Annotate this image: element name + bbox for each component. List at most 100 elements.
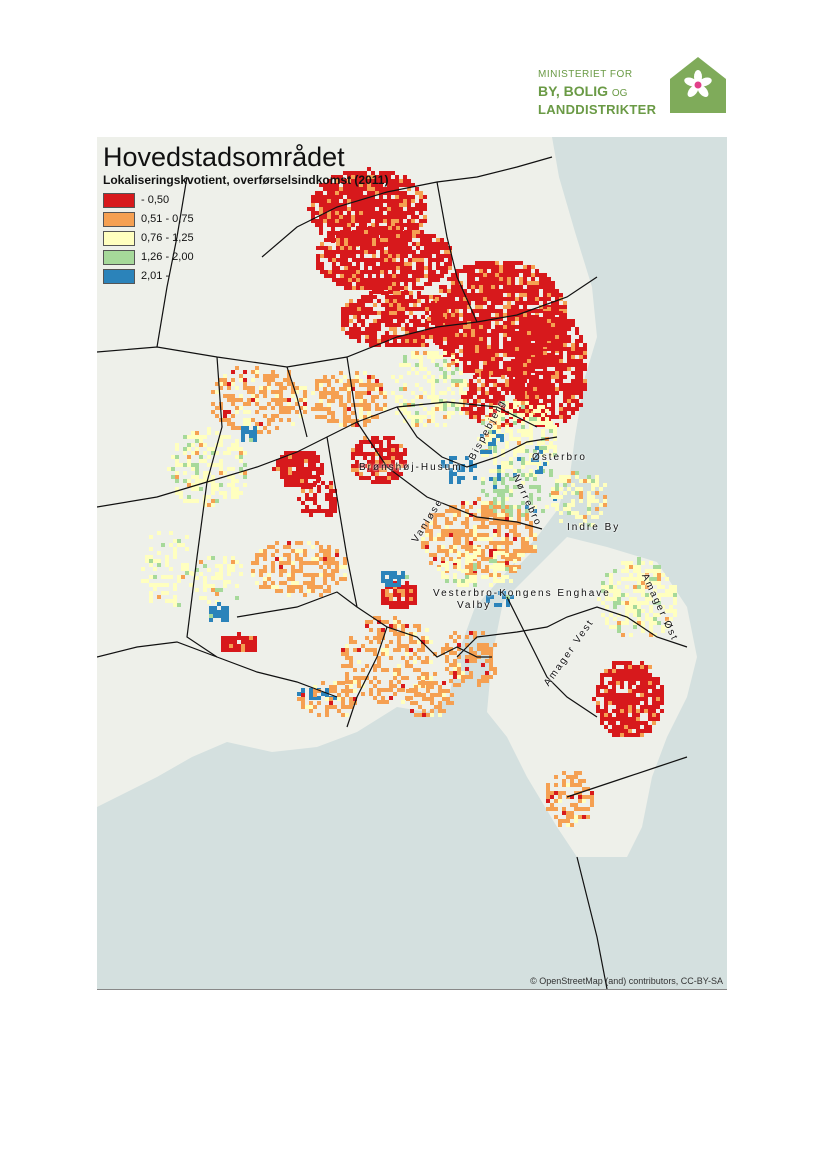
map-cell: [652, 705, 656, 709]
map-cell: [429, 660, 433, 664]
map-cell: [453, 533, 457, 537]
map-cell: [332, 254, 336, 258]
map-cell: [175, 459, 179, 463]
map-cell: [389, 575, 393, 579]
map-cell: [629, 605, 633, 609]
map-cell: [343, 171, 347, 175]
map-cell: [453, 505, 457, 509]
map-cell: [495, 281, 499, 285]
map-cell: [397, 343, 401, 347]
map-cell: [498, 591, 502, 595]
map-cell: [243, 451, 247, 455]
map-cell: [509, 489, 513, 493]
map-cell: [436, 274, 440, 278]
map-cell: [535, 446, 539, 450]
map-cell: [436, 250, 440, 254]
map-cell: [613, 569, 617, 573]
map-cell: [375, 199, 379, 203]
map-cell: [441, 464, 445, 468]
map-cell: [215, 463, 219, 467]
map-cell: [219, 564, 223, 568]
map-cell: [625, 577, 629, 581]
map-cell: [521, 433, 525, 437]
map-cell: [579, 379, 583, 383]
map-cell: [404, 234, 408, 238]
map-cell: [377, 323, 381, 327]
map-cell: [329, 501, 333, 505]
map-cell: [353, 327, 357, 331]
map-cell: [465, 579, 469, 583]
map-cell: [652, 713, 656, 717]
map-cell: [391, 223, 395, 227]
map-cell: [575, 491, 579, 495]
map-cell: [351, 456, 355, 460]
map-cell: [304, 459, 308, 463]
map-cell: [361, 692, 365, 696]
map-cell: [361, 307, 365, 311]
map-cell: [616, 709, 620, 713]
map-cell: [616, 697, 620, 701]
map-cell: [223, 378, 227, 382]
map-cell: [339, 207, 343, 211]
map-cell: [271, 561, 275, 565]
map-cell: [315, 211, 319, 215]
map-cell: [511, 269, 515, 273]
map-cell: [624, 713, 628, 717]
map-cell: [371, 227, 375, 231]
map-cell: [331, 203, 335, 207]
map-cell: [481, 375, 485, 379]
map-cell: [425, 541, 429, 545]
map-cell: [571, 395, 575, 399]
map-cell: [336, 266, 340, 270]
map-cell: [215, 382, 219, 386]
map-cell: [493, 433, 497, 437]
map-cell: [487, 361, 491, 365]
map-cell: [551, 323, 555, 327]
map-cell: [543, 351, 547, 355]
map-cell: [481, 533, 485, 537]
map-cell: [546, 787, 550, 791]
map-cell: [384, 270, 388, 274]
map-cell: [451, 313, 455, 317]
map-cell: [377, 656, 381, 660]
map-cell: [483, 269, 487, 273]
map-cell: [539, 359, 543, 363]
map-cell: [451, 273, 455, 277]
map-cell: [347, 175, 351, 179]
map-cell: [380, 238, 384, 242]
map-cell: [388, 278, 392, 282]
map-cell: [469, 675, 473, 679]
map-cell: [365, 307, 369, 311]
map-cell: [283, 561, 287, 565]
map-cell: [384, 266, 388, 270]
map-cell: [428, 270, 432, 274]
map-cell: [349, 680, 353, 684]
map-cell: [397, 601, 401, 605]
map-cell: [507, 341, 511, 345]
map-cell: [599, 503, 603, 507]
map-cell: [421, 684, 425, 688]
map-cell: [284, 479, 288, 483]
map-cell: [371, 399, 375, 403]
map-cell: [363, 476, 367, 480]
map-cell: [587, 479, 591, 483]
map-cell: [187, 463, 191, 467]
map-cell: [411, 215, 415, 219]
map-cell: [489, 513, 493, 517]
map-cell: [336, 278, 340, 282]
map-cell: [407, 219, 411, 223]
map-cell: [575, 487, 579, 491]
map-cell: [404, 246, 408, 250]
map-cell: [363, 419, 367, 423]
map-cell: [461, 521, 465, 525]
map-cell: [315, 195, 319, 199]
map-cell: [469, 545, 473, 549]
map-cell: [493, 521, 497, 525]
map-cell: [424, 250, 428, 254]
map-cell: [340, 270, 344, 274]
map-cell: [360, 246, 364, 250]
map-cell: [380, 246, 384, 250]
map-cell: [323, 391, 327, 395]
map-cell: [395, 203, 399, 207]
map-cell: [485, 525, 489, 529]
